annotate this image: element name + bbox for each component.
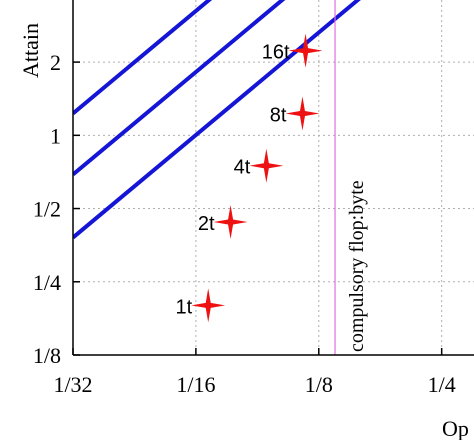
point-marker [288, 33, 323, 68]
compulsory-label: compulsory flop:byte [346, 180, 368, 352]
gridlines [73, 0, 474, 355]
y-tick-label: 1/2 [33, 197, 61, 222]
y-tick-label: 1/8 [33, 343, 61, 368]
point-label: 16t [262, 42, 290, 64]
roofline-1 [73, 0, 361, 240]
axes: 1/8 1/4 1/2 1 2 1/32 1/16 1/8 1/4 [33, 0, 474, 397]
x-tick-label: 1/32 [53, 372, 92, 397]
x-tick-label: 1/4 [428, 372, 456, 397]
roofline-2 [73, 0, 286, 177]
y-axis-label: Attain [18, 23, 43, 78]
data-points: 1t 2t 4t 8t 16t [176, 33, 323, 323]
compulsory-marker: compulsory flop:byte [334, 0, 368, 355]
y-tick-label: 2 [50, 50, 61, 75]
point-label: 1t [176, 296, 193, 318]
point-label: 2t [198, 213, 215, 235]
roofline-series: 100% of traffi5C [73, 0, 361, 240]
point-marker [213, 205, 248, 240]
point-label: 8t [270, 104, 287, 126]
x-tick-label: 1/8 [305, 372, 333, 397]
point-marker [191, 288, 226, 323]
x-axis-label: Op [442, 416, 469, 440]
point-marker [285, 96, 320, 131]
y-tick-label: 1/4 [33, 270, 61, 295]
point-label: 4t [234, 157, 251, 179]
point-marker [249, 148, 284, 183]
x-tick-label: 1/16 [176, 372, 215, 397]
y-tick-label: 1 [50, 123, 61, 148]
roofline-3 [73, 0, 213, 115]
